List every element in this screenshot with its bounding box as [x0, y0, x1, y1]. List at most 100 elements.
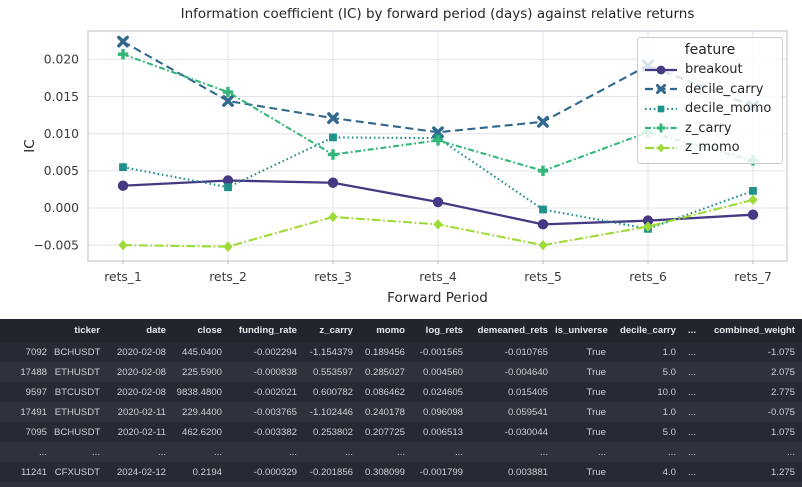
dataframe-table-container: ticker date close funding_rate z_carry momo lo… — [0, 319, 802, 487]
x-axis-label: Forward Period — [387, 290, 488, 306]
table-cell: 225.5900 — [181, 366, 222, 378]
legend-label: breakout — [685, 62, 743, 78]
table-row: 11241 CFXUSDT 2024-02-12 0.2194 -0.000329 -0.… — [0, 462, 802, 482]
table-cell: 1.275 — [770, 466, 795, 478]
table-cell: -0.003765 — [253, 406, 297, 418]
legend-item-decile-momo: decile_momo — [644, 99, 776, 119]
svg-text:rets_7: rets_7 — [734, 270, 772, 284]
table-cell: 4.0 — [662, 466, 676, 478]
table-cell: ETHUSDT — [54, 406, 100, 418]
table-cell: 462.6200 — [181, 426, 222, 438]
table-cell: -0.030044 — [504, 426, 548, 438]
svg-text:0.000: 0.000 — [44, 201, 79, 215]
table-cell: 5.0 — [662, 426, 676, 438]
table-row: 17491 ETHUSDT 2020-02-11 229.4400 -0.003765-… — [0, 402, 802, 422]
table-cell: 0.004560 — [422, 366, 463, 378]
column-header-demeaned_rets: demeaned_rets — [470, 319, 555, 342]
table-cell: ... — [688, 386, 696, 398]
z-carry-line-icon — [645, 123, 677, 133]
table-cell: ... — [688, 446, 696, 458]
svg-text:rets_5: rets_5 — [524, 270, 562, 284]
table-cell: 0.2194 — [192, 466, 222, 478]
table-cell: -0.003382 — [253, 426, 297, 438]
breakout-line-icon — [645, 65, 677, 75]
table-cell: True — [586, 466, 606, 478]
column-header-log_rets: log_rets — [412, 319, 470, 342]
table-cell: 2020-02-08 — [116, 366, 166, 378]
table-cell: ... — [289, 446, 297, 458]
table-cell: 1.0 — [662, 346, 676, 358]
table-cell: ... — [688, 346, 696, 358]
svg-text:0.010: 0.010 — [44, 127, 79, 141]
chart-legend: feature breakout decile_carry decile_mom… — [637, 37, 783, 164]
table-cell: 0.003881 — [507, 466, 548, 478]
legend-label: z_momo — [685, 140, 740, 156]
table-cell: 2020-02-08 — [116, 386, 166, 398]
column-header-decile_carry: decile_carry — [613, 319, 683, 342]
table-cell: 2020-02-08 — [116, 346, 166, 358]
table-cell: 0.015405 — [507, 386, 548, 398]
series-breakout — [117, 175, 759, 230]
table-row: ....................................... — [0, 442, 802, 462]
legend-label: decile_carry — [685, 81, 764, 97]
table-cell: True — [586, 426, 606, 438]
table-cell: ... — [688, 466, 696, 478]
legend-title: feature — [684, 42, 736, 58]
table-cell: 2.775 — [770, 386, 795, 398]
table-cell: 2020-02-11 — [117, 426, 166, 438]
table-cell: ... — [688, 426, 696, 438]
table-cell: 7092 — [25, 346, 47, 358]
chart-title: Information coefficient (IC) by forward … — [180, 6, 695, 22]
table-cell: -0.004640 — [504, 366, 548, 378]
y-tick-labels: −0.005 0.000 0.005 0.010 0.015 0.020 — [33, 53, 79, 253]
series-z_momo — [118, 194, 758, 252]
legend-label: decile_momo — [685, 101, 772, 117]
column-header-funding_rate: funding_rate — [229, 319, 304, 342]
table-cell: -0.000838 — [253, 366, 297, 378]
table-header-row: ticker date close funding_rate z_carry momo lo… — [0, 319, 802, 342]
table-cell: 2020-02-11 — [117, 406, 166, 418]
table-cell: True — [586, 366, 606, 378]
legend-item-breakout: breakout — [644, 60, 776, 80]
table-cell: BCHUSDT — [54, 426, 101, 438]
table-cell: -0.000329 — [253, 466, 297, 478]
column-header-ticker: ticker — [54, 319, 107, 342]
table-cell: 0.096098 — [422, 406, 463, 418]
svg-text:rets_3: rets_3 — [314, 270, 352, 284]
table-cell: 0.086462 — [364, 386, 405, 398]
table-cell: ... — [540, 446, 548, 458]
table-cell: 1.075 — [770, 426, 795, 438]
table-cell: ... — [787, 446, 795, 458]
z-momo-line-icon — [645, 143, 677, 153]
table-cell: ... — [39, 446, 47, 458]
legend-item-z-carry: z_carry — [644, 119, 776, 139]
svg-text:0.015: 0.015 — [44, 90, 79, 104]
svg-text:rets_1: rets_1 — [104, 270, 142, 284]
table-cell: 10.0 — [657, 386, 676, 398]
svg-text:−0.005: −0.005 — [33, 238, 79, 252]
table-cell: ... — [92, 446, 100, 458]
column-header-date: date — [107, 319, 173, 342]
decile-momo-line-icon — [645, 105, 677, 113]
table-cell: ... — [397, 446, 405, 458]
table-cell: 5.0 — [662, 366, 676, 378]
table-row: 7092 BCHUSDT 2020-02-08 445.0400 -0.002294 -1… — [0, 342, 802, 362]
table-cell: 2024-02-12 — [116, 466, 166, 478]
table-cell: 229.4400 — [181, 406, 222, 418]
table-cell: ... — [668, 446, 676, 458]
svg-text:0.020: 0.020 — [44, 53, 79, 67]
table-cell: ... — [688, 406, 696, 418]
column-header-index — [0, 319, 54, 342]
table-cell: 0.059541 — [507, 406, 548, 418]
svg-text:rets_2: rets_2 — [209, 270, 247, 284]
svg-text:rets_6: rets_6 — [629, 270, 667, 284]
table-cell: -1.075 — [767, 346, 795, 358]
table-cell: 0.024605 — [422, 386, 463, 398]
table-cell: -1.154379 — [309, 346, 353, 358]
legend-label: z_carry — [685, 120, 732, 136]
table-cell: ... — [214, 446, 222, 458]
table-cell: -0.002021 — [253, 386, 297, 398]
x-tick-labels: rets_1 rets_2 rets_3 rets_4 rets_5 rets_6 rets… — [104, 270, 772, 284]
table-cell: 0.600782 — [312, 386, 353, 398]
column-header-...: ... — [683, 319, 703, 342]
